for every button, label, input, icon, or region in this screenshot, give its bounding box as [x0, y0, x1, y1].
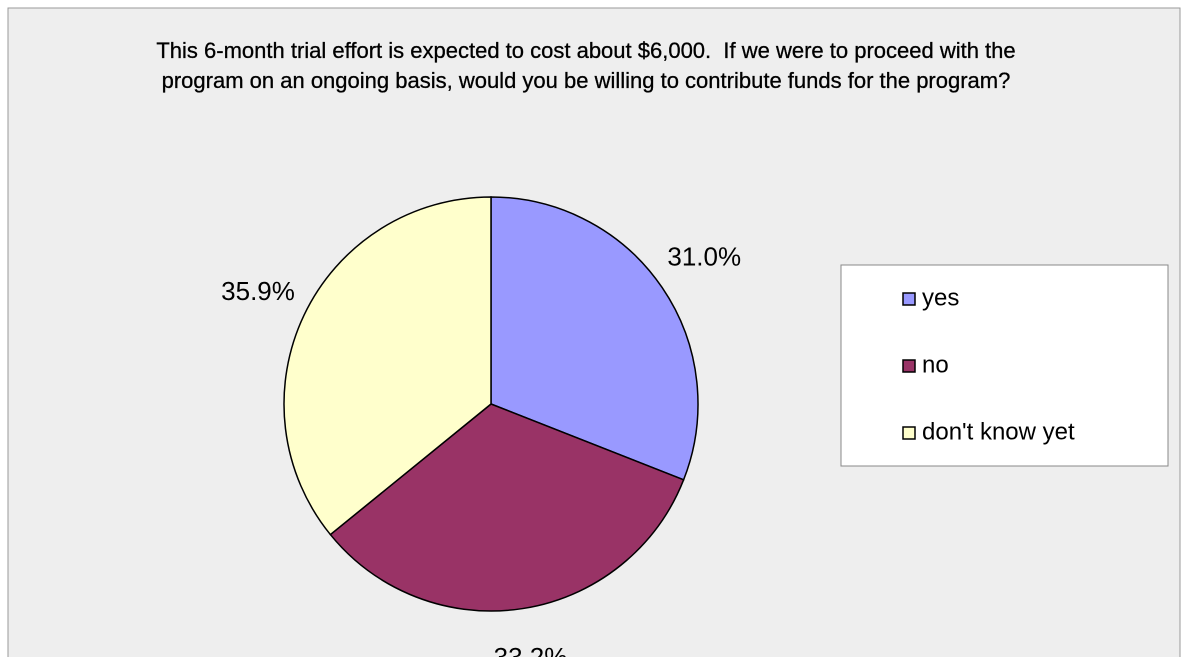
chart-title: This 6-month trial effort is expected to…: [156, 38, 1022, 93]
legend-swatch: [902, 292, 916, 306]
data-labels: 31.0% 33.2% 35.9%: [221, 242, 741, 657]
data-label: 31.0%: [667, 242, 741, 272]
legend-label: yes: [922, 284, 959, 311]
pie-slice: [283, 196, 492, 536]
data-label: 35.9%: [221, 276, 295, 306]
pie-slice: [329, 403, 685, 612]
legend-label: no: [922, 351, 949, 378]
pie: [283, 196, 699, 612]
pie-slice: [490, 196, 699, 481]
data-label: 33.2%: [494, 642, 568, 657]
legend-swatch: [902, 426, 916, 440]
legend-swatch: [902, 359, 916, 373]
legend-box: [840, 264, 1169, 467]
legend-label: don't know yet: [922, 418, 1075, 445]
legend: yes no don't know yet: [840, 264, 1169, 467]
